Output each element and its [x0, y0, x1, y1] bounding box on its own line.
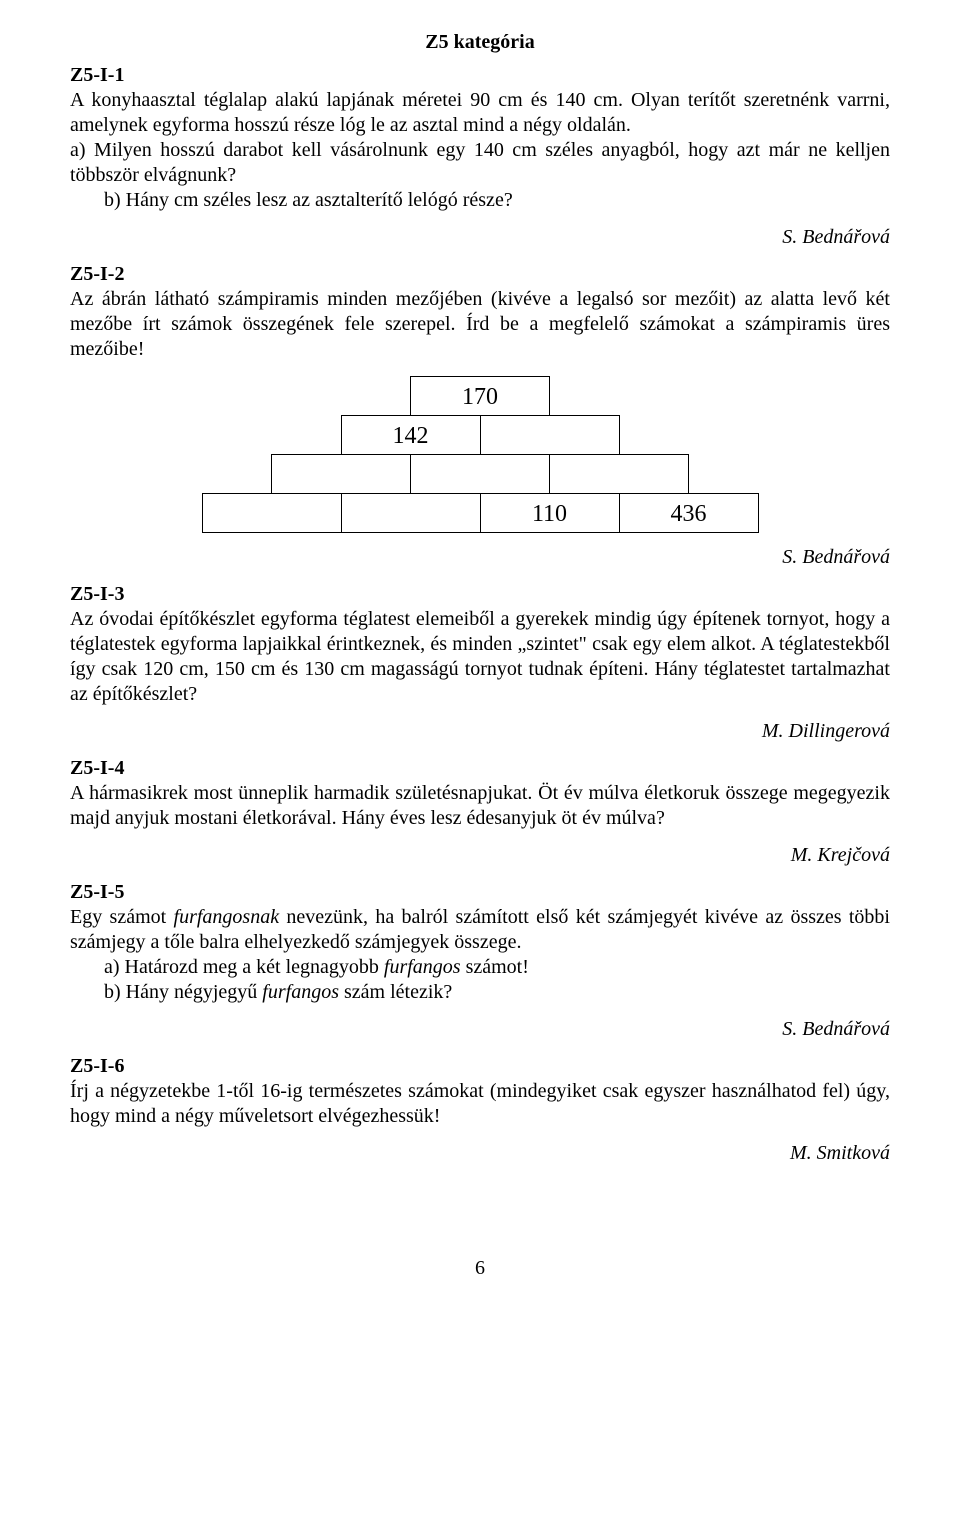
pyramid-row-4: 110 436 — [200, 493, 760, 533]
problem-2: Z5-I-2 Az ábrán látható számpiramis mind… — [70, 262, 890, 533]
problem-3-id: Z5-I-3 — [70, 583, 124, 605]
problem-4-id: Z5-I-4 — [70, 757, 124, 779]
pyramid-cell — [549, 454, 689, 494]
problem-6-author: M. Smitková — [70, 1141, 890, 1166]
problem-4: Z5-I-4 A hármasikrek most ünneplik harma… — [70, 756, 890, 831]
p5-a-tail: számot! — [461, 956, 529, 978]
pyramid-cell: 110 — [480, 493, 620, 533]
pyramid-cell — [480, 415, 620, 455]
problem-4-text: A hármasikrek most ünneplik harmadik szü… — [70, 781, 890, 831]
problem-4-author: M. Krejčová — [70, 843, 890, 868]
problem-5-option-b: b) Hány négyjegyű furfangos szám létezik… — [104, 980, 890, 1005]
pyramid-cell — [202, 493, 342, 533]
problem-5-option-a: a) Határozd meg a két legnagyobb furfang… — [104, 955, 890, 980]
pyramid-cell: 170 — [410, 376, 550, 416]
p5-a-lead: a) Határozd meg a két legnagyobb — [104, 956, 384, 978]
problem-3-author: M. Dillingerová — [70, 719, 890, 744]
problem-6-text: Írj a négyzetekbe 1-től 16-ig természete… — [70, 1079, 890, 1129]
pyramid-row-2: 142 — [200, 415, 760, 455]
problem-2-id: Z5-I-2 — [70, 263, 124, 285]
page-number: 6 — [70, 1256, 890, 1281]
problem-5: Z5-I-5 Egy számot furfangosnak nevezünk,… — [70, 880, 890, 1005]
problem-1-text1: A konyhaasztal téglalap alakú lapjának m… — [70, 88, 890, 138]
problem-3-text: Az óvodai építőkészlet egyforma téglates… — [70, 607, 890, 707]
problem-2-text: Az ábrán látható számpiramis minden mező… — [70, 287, 890, 362]
problem-1: Z5-I-1 A konyhaasztal téglalap alakú lap… — [70, 63, 890, 213]
p5-b-lead: b) Hány négyjegyű — [104, 981, 262, 1003]
pyramid-cell — [341, 493, 481, 533]
problem-5-id: Z5-I-5 — [70, 881, 124, 903]
pyramid-cell — [271, 454, 411, 494]
problem-2-author: S. Bednářová — [70, 545, 890, 570]
problem-3: Z5-I-3 Az óvodai építőkészlet egyforma t… — [70, 582, 890, 707]
p5-lead1: Egy számot — [70, 906, 174, 928]
pyramid-row-3 — [200, 454, 760, 494]
problem-1-author: S. Bednářová — [70, 225, 890, 250]
pyramid-cell: 142 — [341, 415, 481, 455]
problem-6: Z5-I-6 Írj a négyzetekbe 1-től 16-ig ter… — [70, 1054, 890, 1129]
problem-1-id: Z5-I-1 — [70, 64, 124, 86]
number-pyramid: 170 142 110 436 — [200, 376, 760, 533]
problem-5-author: S. Bednářová — [70, 1017, 890, 1042]
problem-1-text2: a) Milyen hosszú darabot kell vásárolnun… — [70, 138, 890, 188]
pyramid-cell — [410, 454, 550, 494]
problem-5-text: Egy számot furfangosnak nevezünk, ha bal… — [70, 905, 890, 955]
p5-b-tail: szám létezik? — [339, 981, 452, 1003]
problem-6-id: Z5-I-6 — [70, 1055, 124, 1077]
pyramid-row-1: 170 — [200, 376, 760, 416]
pyramid-cell: 436 — [619, 493, 759, 533]
p5-a-em: furfangos — [384, 956, 461, 978]
p5-em1: furfangosnak — [174, 906, 280, 928]
category-title: Z5 kategória — [70, 30, 890, 55]
problem-1-text3: b) Hány cm széles lesz az asztalterítő l… — [104, 188, 890, 213]
p5-b-em: furfangos — [262, 981, 339, 1003]
